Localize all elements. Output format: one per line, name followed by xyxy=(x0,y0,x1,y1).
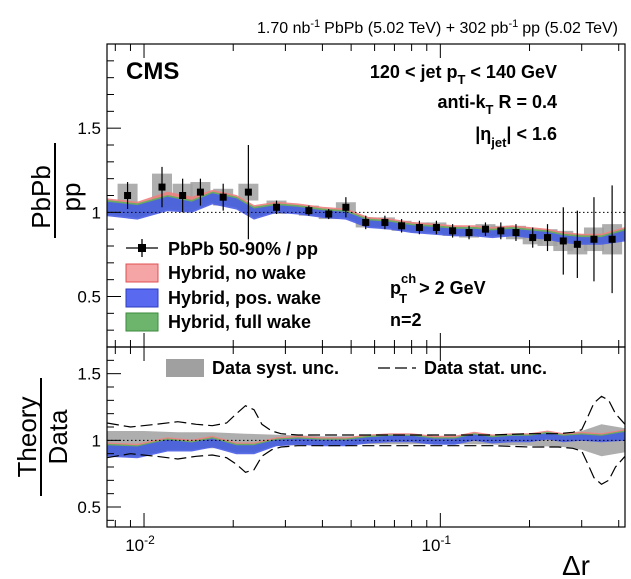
n-exponent-label: n=2 xyxy=(390,310,422,330)
data-point xyxy=(573,240,581,248)
data-point xyxy=(590,235,598,243)
bottom-ylabel-numerator: Theory xyxy=(12,397,42,478)
top-ylabel-numerator: PbPb xyxy=(26,165,56,229)
experiment-label: CMS xyxy=(126,58,179,85)
legend-label-no-wake: Hybrid, no wake xyxy=(168,263,306,283)
data-point xyxy=(325,210,333,218)
legend-label-data: PbPb 50-90% / pp xyxy=(168,239,318,259)
data-point xyxy=(497,227,505,235)
data-point xyxy=(342,203,350,211)
data-point xyxy=(415,223,423,231)
data-point xyxy=(273,203,281,211)
data-point xyxy=(305,207,313,215)
data-point xyxy=(362,218,370,226)
track-pt-label: pch T> 2 GeV xyxy=(390,271,486,306)
data-point xyxy=(559,237,567,245)
data-point xyxy=(158,183,166,191)
jet-pt-selection: 120 < jet pT < 140 GeV xyxy=(370,62,557,87)
legend-label-stat: Data stat. unc. xyxy=(424,358,547,378)
x-axis-label: Δr xyxy=(562,550,590,579)
data-point xyxy=(529,234,537,242)
jet-eta-selection: |ηjet| < 1.6 xyxy=(475,124,557,150)
bottom-panel: 0.511.5 Data syst. unc. Data stat. unc. … xyxy=(12,346,626,528)
data-point xyxy=(219,193,227,201)
data-point xyxy=(432,223,440,231)
legend-swatch-pos-wake xyxy=(125,288,159,308)
data-point xyxy=(449,227,457,235)
legend-label-full-wake: Hybrid, full wake xyxy=(168,312,311,332)
data-point xyxy=(244,188,252,196)
x-tick-label: 10-1 xyxy=(422,533,452,555)
data-point xyxy=(196,188,204,196)
legend-swatch-full-wake xyxy=(125,312,159,332)
y-tick-label: 1 xyxy=(92,203,101,222)
bottom-ylabel-denominator: Data xyxy=(43,409,73,464)
data-point xyxy=(512,229,520,237)
legend-label-pos-wake: Hybrid, pos. wake xyxy=(168,288,321,308)
stat-envelope-upper xyxy=(106,395,626,436)
jet-algorithm-label: anti-kT R = 0.4 xyxy=(437,92,557,117)
data-point xyxy=(481,225,489,233)
y-tick-label: 1 xyxy=(92,431,101,450)
bottom-panel-frame xyxy=(106,346,626,528)
legend-data-marker xyxy=(138,244,146,252)
legend-swatch-no-wake xyxy=(125,263,159,283)
data-point xyxy=(381,218,389,226)
y-tick-label: 1.5 xyxy=(77,119,101,138)
legend-label-syst: Data syst. unc. xyxy=(212,358,339,378)
luminosity-header: 1.70 nb-1 PbPb (5.02 TeV) + 302 pb-1 pp (5… xyxy=(257,18,618,37)
legend-swatch-syst xyxy=(166,359,204,377)
y-tick-label: 0.5 xyxy=(77,288,101,307)
data-point xyxy=(398,222,406,230)
top-legend: PbPb 50-90% / pp Hybrid, no wake Hybrid,… xyxy=(125,239,321,332)
data-point xyxy=(179,192,187,199)
y-tick-label: 0.5 xyxy=(77,498,101,517)
data-point xyxy=(608,235,616,243)
top-ylabel-denominator: pp xyxy=(56,183,86,212)
stat-envelope-lower xyxy=(106,445,626,486)
x-tick-label: 10-2 xyxy=(125,533,155,555)
data-point xyxy=(465,229,473,237)
data-point xyxy=(544,234,552,242)
bottom-legend: Data syst. unc. Data stat. unc. xyxy=(166,358,547,378)
y-tick-label: 1.5 xyxy=(77,365,101,384)
top-panel: 0.5 1 1.5 CMS 120 < jet pT < 140 GeV anti-k… xyxy=(26,43,626,348)
data-point xyxy=(124,192,132,199)
